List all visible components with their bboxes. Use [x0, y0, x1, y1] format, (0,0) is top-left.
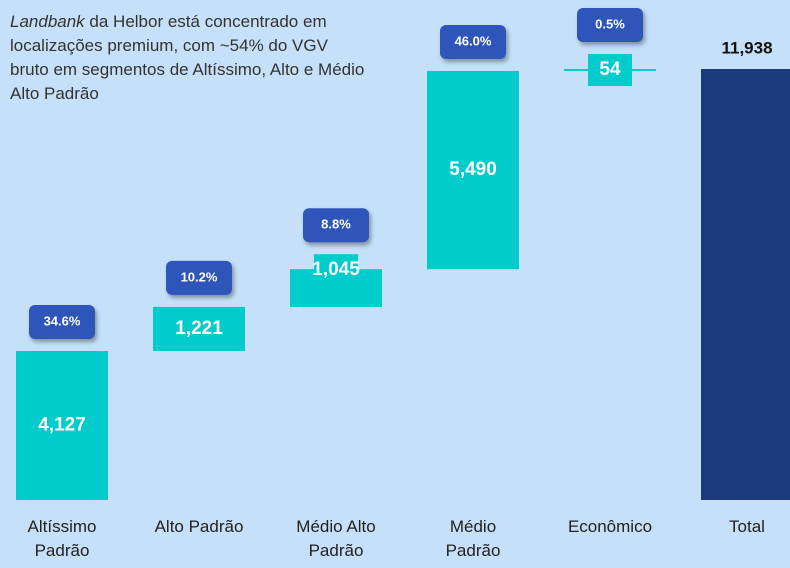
- share-label: 10.2%: [181, 269, 218, 284]
- share-label: 0.5%: [595, 16, 625, 31]
- share-badge: [440, 24, 506, 59]
- value-label: 5,490: [449, 159, 497, 180]
- bar: [701, 69, 790, 500]
- annotation-emphasis: Landbank: [10, 12, 85, 31]
- annotation-text: da Helbor está concentrado em localizaçõ…: [10, 12, 365, 103]
- bar: [427, 70, 519, 270]
- bar: [16, 351, 108, 500]
- category-label: Médio Alto Padrão: [296, 517, 376, 560]
- category-label: Econômico: [567, 517, 653, 536]
- category-label: Altíssimo Padrão: [27, 517, 97, 560]
- share-badge: [166, 260, 232, 295]
- value-label-box: [588, 54, 632, 87]
- share-label: 8.8%: [321, 217, 351, 232]
- share-label: 46.0%: [455, 33, 492, 48]
- value-label: 54: [599, 59, 621, 80]
- share-badge: [303, 208, 369, 243]
- value-label: 1,045: [312, 259, 360, 280]
- bar: [153, 306, 245, 352]
- share-badge: [29, 305, 95, 340]
- value-label: 1,221: [175, 318, 223, 339]
- annotation: Landbank da Helbor está concentrado em l…: [10, 10, 370, 106]
- value-label: 4,127: [38, 415, 86, 436]
- share-badge: [577, 8, 643, 43]
- value-label-box: [314, 254, 358, 287]
- share-label: 34.6%: [44, 313, 81, 328]
- category-label: Alto Padrão: [154, 517, 244, 536]
- category-label: Total: [729, 517, 765, 536]
- value-label: 11,938: [721, 38, 772, 57]
- category-label: Médio Padrão: [445, 517, 501, 560]
